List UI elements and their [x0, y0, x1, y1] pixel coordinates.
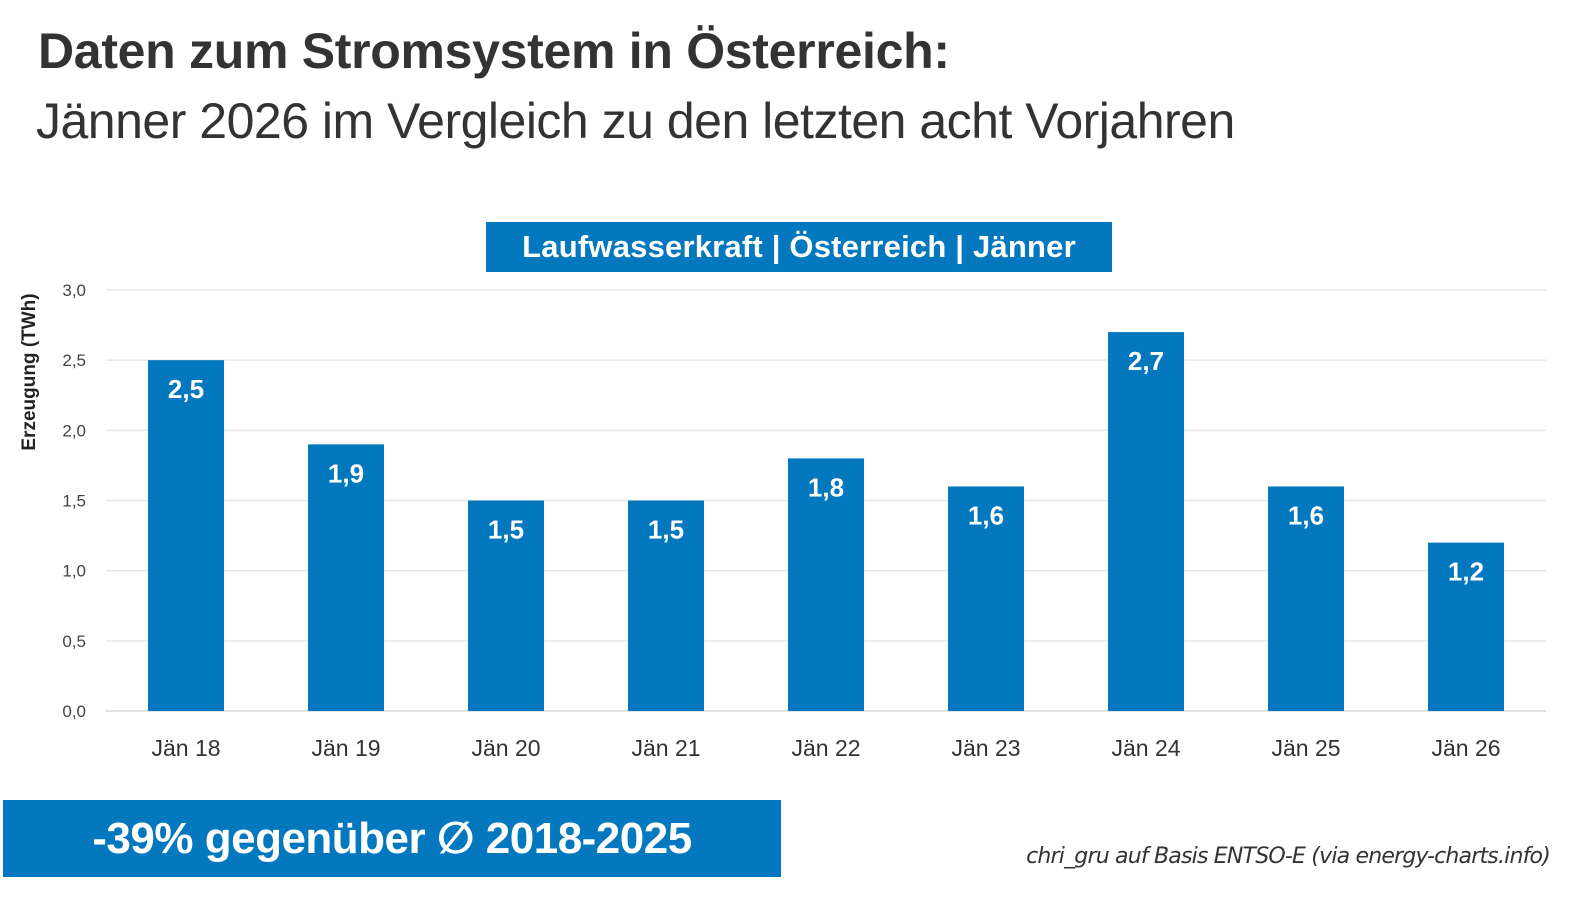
y-tick-label: 1,0: [62, 562, 86, 581]
data-label: 1,6: [968, 500, 1004, 530]
data-label: 1,2: [1448, 557, 1484, 587]
x-tick-label: Jän 25: [1271, 735, 1340, 761]
x-tick-label: Jän 19: [311, 735, 380, 761]
y-tick-label: 2,0: [62, 421, 86, 440]
data-label: 1,5: [488, 515, 524, 545]
data-labels: 2,5 1,9 1,5 1,5 1,8 1,6 2,7 1,6 1,2: [168, 346, 1484, 586]
x-tick-label: Jän 21: [631, 735, 700, 761]
page-subtitle: Jänner 2026 im Vergleich zu den letzten …: [36, 93, 1235, 149]
page-title: Daten zum Stromsystem in Österreich:: [38, 23, 950, 79]
x-tick-label: Jän 23: [951, 735, 1020, 761]
data-label: 1,8: [808, 472, 844, 502]
x-tick-label: Jän 26: [1431, 735, 1500, 761]
data-label: 2,5: [168, 374, 204, 404]
y-tick-label: 2,5: [62, 351, 86, 370]
y-axis-ticks: 0,0 0,5 1,0 1,5 2,0 2,5 3,0: [62, 281, 86, 721]
y-tick-label: 0,0: [62, 702, 86, 721]
y-tick-label: 0,5: [62, 632, 86, 651]
x-tick-label: Jän 22: [791, 735, 860, 761]
x-tick-label: Jän 18: [151, 735, 220, 761]
y-axis-label: Erzeugung (TWh): [19, 293, 40, 450]
bar: [948, 486, 1024, 711]
bar: [148, 360, 224, 711]
data-label: 1,6: [1288, 500, 1324, 530]
data-label: 2,7: [1128, 346, 1164, 376]
data-label: 1,5: [648, 515, 684, 545]
chart-title: Laufwasserkraft | Österreich | Jänner: [486, 222, 1112, 272]
bar: [468, 500, 544, 711]
source-credit: chri_gru auf Basis ENTSO-E (via energy-c…: [1026, 844, 1551, 869]
data-label: 1,9: [328, 458, 364, 488]
bar: [788, 458, 864, 711]
bar: [1428, 542, 1504, 711]
bar: [1108, 332, 1184, 711]
x-axis-ticks: Jän 18 Jän 19 Jän 20 Jän 21 Jän 22 Jän 23 Jän …: [151, 735, 1500, 761]
bar: [308, 444, 384, 711]
bar: [628, 500, 704, 711]
x-tick-label: Jän 24: [1111, 735, 1180, 761]
x-tick-label: Jän 20: [471, 735, 540, 761]
bar: [1268, 486, 1344, 711]
y-tick-label: 1,5: [62, 492, 86, 511]
bars: [148, 332, 1504, 711]
y-tick-label: 3,0: [62, 281, 86, 300]
change-callout: -39% gegenüber ∅ 2018-2025: [3, 800, 781, 877]
